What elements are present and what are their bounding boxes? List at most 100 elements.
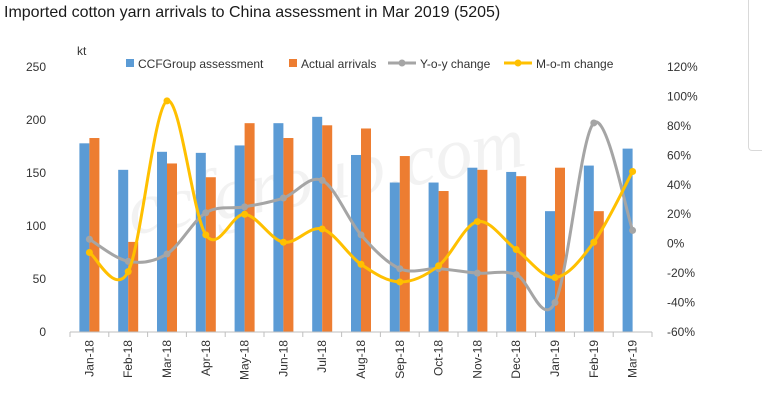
bar-assessment — [428, 182, 439, 332]
point-yoy — [202, 209, 210, 217]
point-mom — [279, 238, 287, 246]
y-left-tick-label: 250 — [26, 60, 46, 74]
bar-actual — [283, 138, 294, 332]
bar-assessment — [195, 152, 206, 332]
point-mom — [241, 210, 249, 218]
point-yoy — [163, 250, 171, 258]
point-mom — [357, 260, 365, 268]
point-yoy — [551, 299, 559, 307]
y-right-tick-label: 120% — [667, 60, 698, 74]
x-tick-label: Jul-18 — [315, 340, 329, 373]
point-yoy — [279, 194, 287, 202]
legend-mom-marker — [514, 59, 522, 67]
bar-actual — [205, 177, 216, 332]
bar-assessment — [312, 116, 323, 332]
point-yoy — [318, 176, 326, 184]
point-mom — [202, 231, 210, 239]
y-right-tick-label: 0% — [667, 237, 685, 251]
x-tick-label: Feb-19 — [587, 340, 601, 378]
x-tick-label: Mar-19 — [626, 340, 640, 378]
bar-actual — [128, 241, 139, 332]
point-yoy — [473, 269, 481, 277]
y-left-tick-label: 200 — [26, 113, 46, 127]
point-mom — [396, 278, 404, 286]
point-yoy — [241, 203, 249, 211]
point-mom — [629, 168, 637, 176]
legend-assessment-label: CCFGroup assessment — [138, 57, 264, 71]
y-right-tick-label: 20% — [667, 207, 691, 221]
x-tick-label: Dec-18 — [509, 340, 523, 379]
legend-mom-label: M-o-m change — [536, 57, 614, 71]
x-tick-label: Nov-18 — [470, 340, 484, 379]
point-yoy — [357, 231, 365, 239]
point-mom — [512, 246, 520, 254]
y-right-tick-label: -40% — [667, 296, 695, 310]
chart-title: Imported cotton yarn arrivals to China a… — [4, 4, 501, 21]
legend-assessment-swatch — [126, 59, 134, 67]
bar-assessment — [545, 211, 555, 332]
bar-actual — [322, 125, 333, 332]
bar-actual — [89, 138, 100, 332]
legend: CCFGroup assessment Actual arrivals Y-o-y … — [126, 57, 614, 71]
point-mom — [85, 249, 93, 256]
bar-assessment — [79, 143, 90, 332]
legend-actual-swatch — [289, 59, 297, 67]
axes-layer: kt — [70, 44, 652, 333]
point-mom — [124, 268, 132, 276]
bar-actual — [593, 211, 604, 332]
bar-assessment — [118, 169, 129, 332]
bar-assessment — [506, 171, 517, 332]
ticks-layer: 0 50 100 150 200 250 -60% -40% -20% 0% 20% 40% 60% 80… — [26, 60, 698, 380]
point-mom — [318, 225, 326, 233]
y-right-tick-label: -20% — [667, 266, 695, 280]
x-tick-label: Jun-18 — [276, 340, 290, 377]
bar-actual — [361, 128, 371, 332]
bar-actual — [244, 123, 255, 333]
legend-yoy-marker — [398, 59, 406, 67]
bar-actual — [167, 163, 177, 332]
x-tick-label: Apr-18 — [199, 340, 213, 376]
bar-assessment — [234, 145, 245, 332]
point-yoy — [85, 235, 93, 243]
legend-yoy-label: Y-o-y change — [420, 57, 491, 71]
x-tick-label: Sep-18 — [393, 340, 407, 379]
x-tick-label: May-18 — [238, 340, 252, 380]
x-tick-label: Mar-18 — [160, 340, 174, 378]
x-tick-label: Jan-19 — [548, 340, 562, 377]
y-left-tick-label: 50 — [33, 272, 47, 286]
y-left-tick-label: 100 — [26, 219, 46, 233]
bar-assessment — [622, 148, 633, 332]
legend-actual-label: Actual arrivals — [301, 57, 376, 71]
point-mom — [435, 262, 443, 270]
bar-assessment — [467, 167, 478, 332]
x-tick-label: Oct-18 — [432, 340, 446, 376]
bar-assessment — [389, 182, 400, 332]
y-right-tick-label: -60% — [667, 325, 695, 339]
y-right-tick-label: 80% — [667, 119, 691, 133]
point-mom — [551, 274, 559, 282]
point-mom — [163, 97, 171, 105]
point-yoy — [590, 119, 598, 127]
x-tick-label: Jan-18 — [82, 340, 96, 377]
x-tick-label: Feb-18 — [121, 340, 135, 378]
line-mom — [88, 99, 634, 284]
point-yoy — [629, 226, 637, 234]
bar-actual — [477, 169, 488, 332]
x-tick-label: Aug-18 — [354, 340, 368, 379]
point-mom — [473, 218, 481, 226]
y-right-tick-label: 40% — [667, 178, 691, 192]
bar-assessment — [157, 151, 167, 332]
side-panel-edge — [748, 0, 762, 151]
point-mom — [590, 238, 598, 246]
y-left-tick-label: 150 — [26, 166, 46, 180]
y-right-tick-label: 100% — [667, 89, 698, 103]
point-yoy — [396, 265, 404, 273]
bar-assessment — [273, 123, 284, 333]
bar-actual — [399, 156, 410, 332]
y-axis-unit-label: kt — [77, 44, 87, 58]
lines-layer — [85, 97, 637, 312]
y-right-tick-label: 60% — [667, 148, 691, 162]
y-left-tick-label: 0 — [39, 325, 46, 339]
line-yoy — [88, 120, 635, 312]
